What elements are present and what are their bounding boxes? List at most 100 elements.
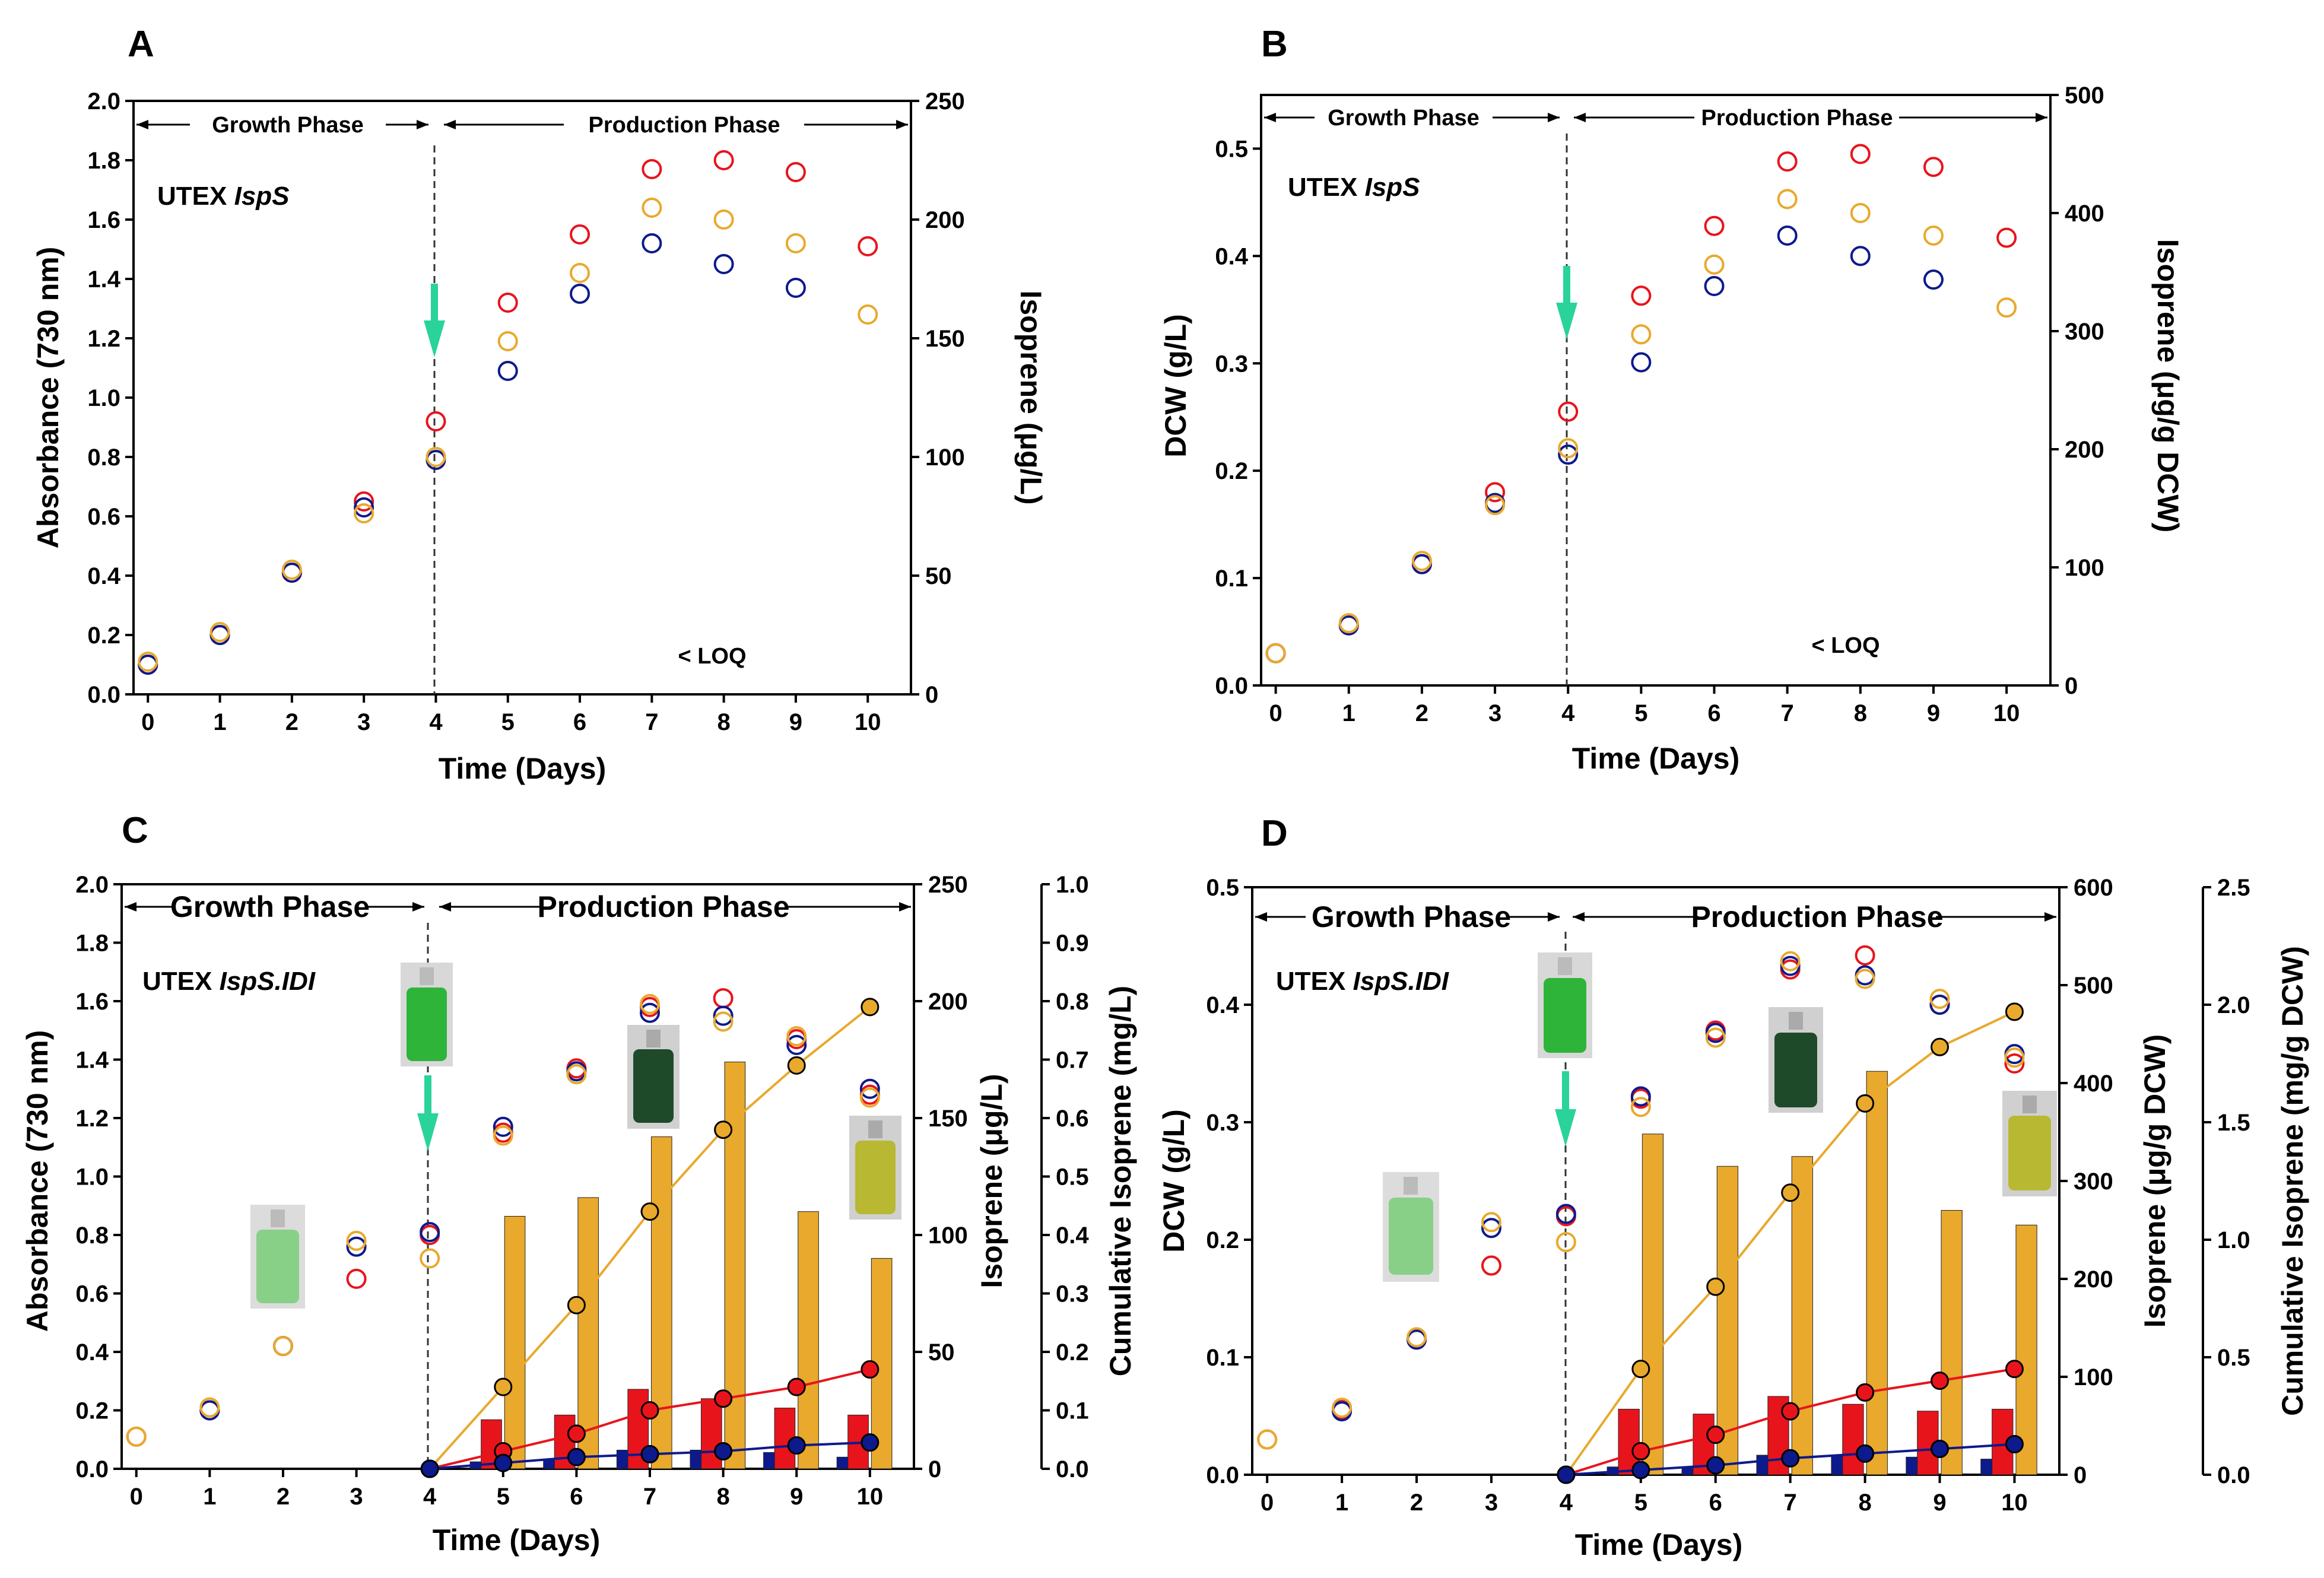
y-tick-label: 0.5 xyxy=(1215,136,1248,162)
panel-d-bars xyxy=(1607,1071,2037,1475)
panel-d-production-phase-label: Production Phase xyxy=(1691,900,1943,934)
x-tick-label: 1 xyxy=(213,709,226,735)
panel-d-cumulative xyxy=(1557,1002,2024,1484)
x-tick-label: 5 xyxy=(501,709,515,735)
red-data-point xyxy=(570,224,590,245)
panel-c-strain-label: UTEX IspS.IDI xyxy=(142,967,316,996)
gold-data-point xyxy=(1485,495,1506,516)
x-tick-label: 0 xyxy=(1269,700,1282,726)
x-tick-label: 5 xyxy=(1634,700,1647,726)
red-cumulative-point xyxy=(1856,1383,1875,1402)
panel-a-y-axis-label: Absorbance (730 nm) xyxy=(31,247,65,548)
gold-cumulative-point xyxy=(787,1056,806,1075)
y2-tick-label: 200 xyxy=(2065,437,2104,463)
gold-cumulative-point xyxy=(1856,1094,1875,1113)
y2-tick-label: 600 xyxy=(2074,875,2113,901)
gold-cumulative-point xyxy=(1706,1277,1725,1296)
y2-tick-label: 500 xyxy=(2065,82,2104,109)
x-tick-label: 10 xyxy=(2001,1490,2028,1516)
gold-bar xyxy=(1941,1210,1963,1475)
red-cumulative-point xyxy=(1931,1371,1950,1390)
x-tick-label: 8 xyxy=(717,709,731,735)
gold-cumulative-point xyxy=(861,998,880,1017)
x-tick-label: 7 xyxy=(643,1484,656,1510)
y-tick-label: 0.2 xyxy=(1215,458,1248,484)
y3-tick-label: 0.7 xyxy=(1056,1047,1089,1074)
navy-data-point xyxy=(1555,1204,1576,1224)
gold-data-point xyxy=(1777,189,1798,209)
gold-data-point xyxy=(1558,438,1579,459)
y-tick-label: 0.3 xyxy=(1206,1110,1239,1136)
y-tick-label: 0.0 xyxy=(75,1456,109,1482)
y-tick-label: 0.1 xyxy=(1206,1345,1239,1371)
panel-c: C 0 1 2 3 4 5 6 7 8 9 10 0.0 0.2 0.4 0.6 0.8 1.0 1.2 1.4 1… xyxy=(21,810,1137,1557)
red-data-point xyxy=(785,162,806,182)
x-tick-label: 6 xyxy=(1709,1490,1722,1516)
navy-data-point xyxy=(785,278,806,298)
navy-data-point xyxy=(713,254,734,274)
panel-c-bars xyxy=(469,1061,893,1469)
navy-cumulative-point xyxy=(1781,1449,1800,1468)
gold-data-point xyxy=(281,560,302,580)
x-tick-label: 7 xyxy=(1781,700,1794,726)
y2-tick-label: 400 xyxy=(2074,1071,2113,1097)
navy-data-point xyxy=(354,497,374,517)
red-data-point xyxy=(346,1268,367,1289)
panel-b: B 0 1 2 3 4 5 6 7 8 9 10 0.0 0.1 0.2 0.3 0.4 0.5 0 100 20… xyxy=(1159,24,2185,775)
y-tick-label: 0.2 xyxy=(87,623,120,649)
navy-data-point xyxy=(1630,1086,1651,1107)
y2-tick-label: 100 xyxy=(925,444,965,471)
red-data-point xyxy=(426,411,446,431)
panel-c-cumulative xyxy=(420,998,880,1478)
x-tick-label: 10 xyxy=(855,709,881,735)
gold-data-point xyxy=(1630,1097,1651,1117)
gold-data-point xyxy=(713,1011,734,1032)
navy-cumulative-point xyxy=(494,1453,513,1472)
panel-a-points xyxy=(138,150,878,675)
panel-a-letter: A xyxy=(128,24,154,65)
gold-data-point xyxy=(1481,1212,1501,1233)
navy-data-point xyxy=(1777,225,1798,246)
y-tick-label: 2.0 xyxy=(75,872,109,898)
gold-bar xyxy=(1791,1156,1813,1475)
red-data-point xyxy=(1481,1255,1501,1276)
x-tick-label: 6 xyxy=(573,709,586,735)
y3-tick-label: 2.0 xyxy=(2217,992,2250,1018)
y3-tick-label: 0.0 xyxy=(1056,1456,1089,1482)
culture-bottle-icon xyxy=(627,1025,680,1129)
gold-data-point xyxy=(1265,643,1286,663)
x-tick-label: 2 xyxy=(277,1484,290,1510)
panel-a-y2-ticks: 0 50 100 150 200 250 xyxy=(911,88,965,708)
panel-b-y-ticks: 0.0 0.1 0.2 0.3 0.4 0.5 xyxy=(1215,136,1261,699)
y-tick-label: 1.4 xyxy=(75,1047,109,1074)
y3-tick-label: 0.3 xyxy=(1056,1281,1089,1307)
gold-data-point xyxy=(493,1125,513,1146)
navy-data-point xyxy=(1923,269,1944,290)
navy-data-point xyxy=(859,1078,880,1099)
gold-bar xyxy=(1716,1166,1739,1475)
culture-bottle-icon xyxy=(849,1116,901,1220)
panel-a-loq-annotation: < LOQ xyxy=(678,644,746,669)
navy-cumulative-point xyxy=(1706,1456,1725,1475)
y2-tick-label: 100 xyxy=(928,1223,968,1249)
gold-data-point xyxy=(2004,1047,2025,1068)
panel-c-x-axis-label: Time (Days) xyxy=(433,1523,601,1557)
gold-data-point xyxy=(138,652,158,672)
gold-bar xyxy=(798,1211,819,1469)
y-tick-label: 1.2 xyxy=(75,1106,109,1132)
red-data-point xyxy=(1850,144,1871,164)
y2-tick-label: 200 xyxy=(2074,1266,2113,1293)
x-tick-label: 7 xyxy=(1784,1490,1797,1516)
y3-tick-label: 0.8 xyxy=(1056,989,1089,1015)
y2-tick-label: 0 xyxy=(2074,1462,2087,1488)
y-tick-label: 0.2 xyxy=(75,1398,109,1424)
y3-tick-label: 0.2 xyxy=(1056,1339,1089,1366)
panel-d-points xyxy=(1257,945,2025,1450)
x-tick-label: 8 xyxy=(1858,1490,1871,1516)
y3-tick-label: 1.0 xyxy=(1056,872,1089,898)
x-tick-label: 4 xyxy=(429,709,443,735)
navy-cumulative-point xyxy=(2005,1435,2024,1454)
gold-data-point xyxy=(1704,254,1725,275)
gold-data-point xyxy=(1332,1398,1353,1418)
